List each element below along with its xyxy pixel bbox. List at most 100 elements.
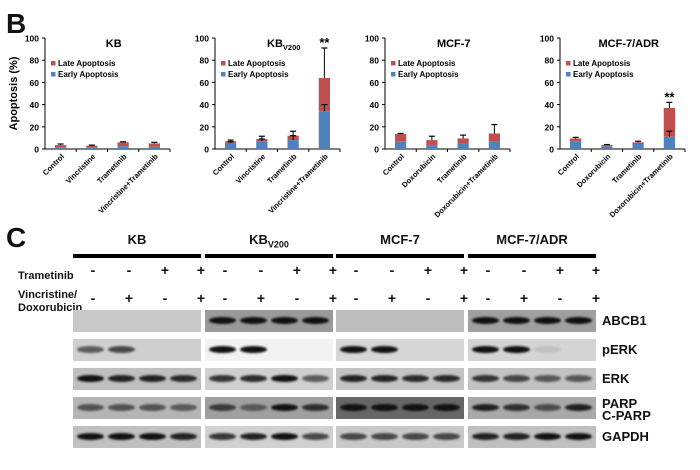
protein-band [503,433,530,440]
group-underline [73,254,201,258]
chart-title: MCF-7 [437,38,471,50]
legend-label: Early Apoptosis [228,70,289,79]
protein-band [433,375,460,382]
blot-perk [468,339,596,361]
x-category-label: Doxorubicin+Trametinib [433,152,501,220]
plus-sign: + [387,290,397,306]
x-category-label: Trametinib [95,152,128,185]
bar-doxorubicin-trametinib [488,123,500,149]
bar-control [55,143,67,149]
protein-band [77,433,104,440]
protein-band [472,375,499,382]
protein-band [534,404,561,411]
protein-band [503,317,530,324]
y-tick-label: 80 [200,56,210,66]
protein-band [209,433,236,440]
blot-abcb1 [205,310,333,332]
protein-band [534,346,561,353]
y-axis-label: Apoptosis (%) [8,56,20,130]
blot-abcb1 [468,310,596,332]
bar-control [570,136,582,149]
protein-band [534,375,561,382]
protein-band [565,317,592,324]
bar-control [225,139,237,149]
protein-band [209,404,236,411]
bar-doxorubicin [601,143,613,149]
legend-label: Late Apoptosis [573,59,631,68]
legend-swatch [51,61,56,66]
protein-band [240,433,267,440]
y-tick-label: 60 [200,78,210,88]
y-tick-label: 0 [374,145,379,155]
plus-sign: + [292,262,302,278]
bar-doxorubicin [426,135,438,149]
x-category-label: Doxorubicin [400,152,438,190]
y-tick-label: 20 [545,122,555,132]
y-tick-label: 0 [204,145,209,155]
y-tick-label: 40 [545,100,555,110]
minus-sign: - [353,262,359,278]
protein-band [139,433,166,440]
y-tick-label: 100 [365,34,379,44]
plus-sign: + [196,290,206,306]
x-category-label: Vincristine [64,152,97,185]
minus-sign: - [425,290,431,306]
x-category-label: Vincristine+Trametinib [266,152,330,216]
blot-erk [73,368,201,390]
bar-control [395,132,407,149]
plus-sign: + [459,290,469,306]
minus-sign: - [162,290,168,306]
protein-label-gapdh: GAPDH [602,429,649,444]
minus-sign: - [389,262,395,278]
plus-sign: + [196,262,206,278]
plus-sign: + [328,290,338,306]
protein-label-c-parp: C-PARP [602,408,651,423]
protein-band [503,404,530,411]
plus-sign: + [256,290,266,306]
plus-sign: + [519,290,529,306]
y-tick-label: 60 [545,78,555,88]
group-underline [205,254,333,258]
protein-band [170,404,197,411]
blot-group-header: KB [127,232,147,247]
protein-band [271,317,298,324]
y-tick-label: 60 [370,78,380,88]
bar-vincristine-trametinib [318,47,330,149]
protein-band [209,317,236,324]
minus-sign: - [294,290,300,306]
x-category-label: Trametinib [610,152,643,185]
blot-gapdh [468,426,596,448]
protein-band [402,404,429,411]
protein-label-erk: ERK [602,371,630,386]
group-underline [468,254,596,258]
panel-b-letter: B [6,8,27,39]
bar-trametinib [632,140,644,149]
protein-band [271,375,298,382]
x-category-label: Control [381,152,406,177]
protein-band [433,433,460,440]
minus-sign: - [353,290,359,306]
x-category-label: Doxorubicin+Trametinib [608,152,676,220]
x-category-label: Control [556,152,581,177]
x-category-label: Vincristine [234,152,267,185]
blot-gapdh [73,426,201,448]
y-tick-label: 100 [195,34,209,44]
bar-vincristine [86,144,98,149]
protein-band [472,317,499,324]
protein-band [77,375,104,382]
bar-trametinib [117,141,129,149]
protein-band [209,346,236,353]
bar-doxorubicin-trametinib [663,101,675,149]
protein-band [209,375,236,382]
legend-label: Late Apoptosis [58,59,116,68]
protein-band [302,433,329,440]
chart-kbv200: 0 20 40 60 80 100 KBV200 Late Apoptosis Early Ap… [170,0,341,216]
plus-sign: + [555,262,565,278]
plus-sign: + [124,290,134,306]
protein-label-parp: PARP [602,396,638,411]
blot-group-header: MCF-7/ADR [496,232,568,247]
plus-sign: + [459,262,469,278]
blot-perk [73,339,201,361]
bar-trametinib [287,130,299,149]
legend-swatch [221,61,226,66]
